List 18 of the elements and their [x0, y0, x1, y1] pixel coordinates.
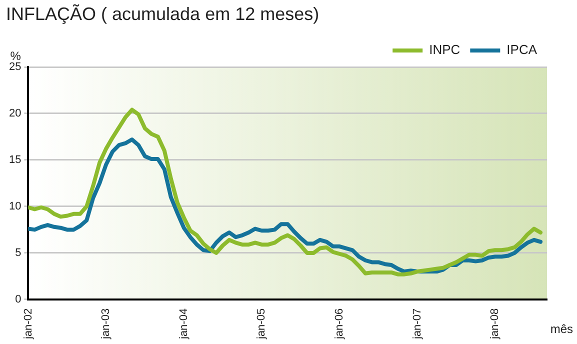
- y-tick-label: 0: [15, 293, 22, 306]
- x-tick-label: jan-03: [100, 308, 112, 340]
- legend-label: INPC: [429, 42, 460, 58]
- x-tick-label: jan-02: [22, 308, 34, 340]
- x-axis-title: mês: [550, 322, 573, 336]
- y-tick-label: 15: [8, 154, 22, 166]
- x-tick-label: jan-08: [489, 308, 502, 340]
- x-tick-label: jan-04: [178, 308, 190, 340]
- y-axis-title: %: [10, 49, 21, 63]
- chart-title: INFLAÇÃO ( acumulada em 12 meses): [6, 4, 320, 25]
- legend-label: IPCA: [506, 42, 538, 58]
- y-tick-label: 20: [8, 108, 22, 120]
- y-tick-label: 10: [8, 200, 22, 212]
- y-tick-label: 25: [8, 61, 22, 74]
- x-tick-label: jan-07: [411, 308, 424, 340]
- x-tick-label: jan-06: [334, 308, 346, 340]
- x-tick-label: jan-05: [256, 308, 268, 340]
- y-tick-label: 5: [15, 246, 22, 259]
